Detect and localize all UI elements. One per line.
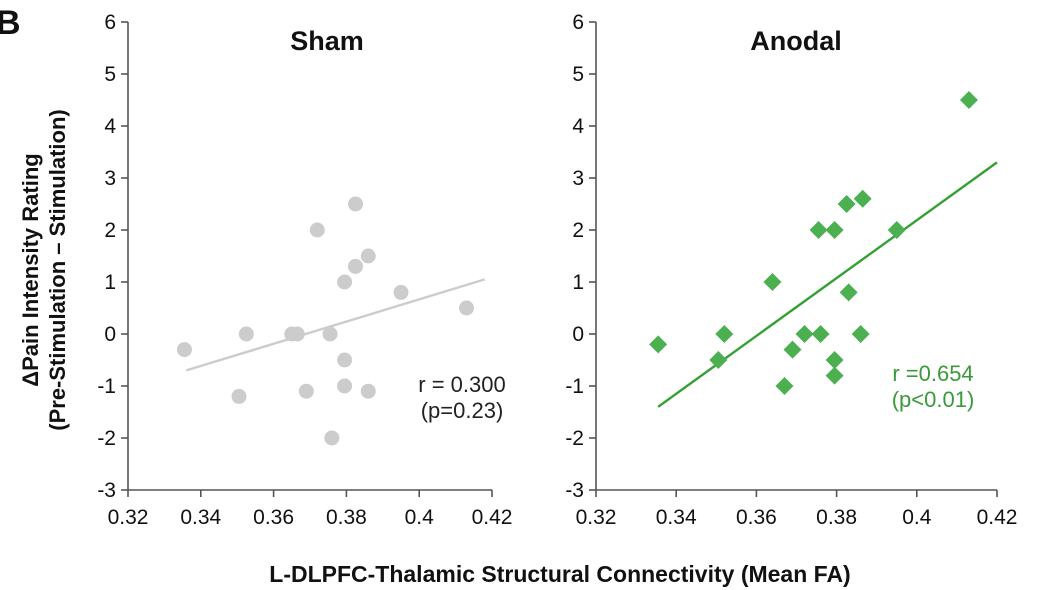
anodal-trend-line [657,161,998,408]
sham-y-tick-label: 2 [104,219,116,242]
sham-data-point [298,383,314,399]
sham-data-point [393,284,409,300]
sham-y-tick-label: 3 [104,167,116,190]
anodal-x-tick-label: 0.38 [816,506,857,529]
sham-x-tick-label: 0.36 [253,506,294,529]
anodal-y-tick-label: -2 [565,427,584,450]
panel-letter: B [0,4,21,42]
sham-y-tick-label: -2 [97,427,116,450]
anodal-y-tick-label: 0 [572,323,584,346]
sham-stat-r: r = 0.300 [418,372,505,397]
sham-data-point [348,258,363,274]
anodal-data-point [809,221,828,239]
sham-panel: -3 -2 -1 0 1 2 3 4 5 6 0.32 0.34 0.36 0.38 0.4 0.42 Sham… [97,11,512,529]
sham-x-tick-label: 0.4 [405,506,435,529]
sham-y-tick-label: -1 [97,375,116,398]
sham-data-point [459,300,475,316]
sham-data-point [360,383,376,399]
anodal-data-point [783,340,802,359]
sham-data-point [348,196,363,212]
sham-x-tick-label: 0.32 [108,506,149,529]
anodal-data-point [715,325,734,343]
sham-data-point [289,326,305,342]
anodal-stat-r: r =0.654 [892,361,973,386]
sham-y-tick-label: 6 [104,11,116,34]
sham-data-point [309,222,325,238]
sham-y-tick-label: 5 [104,63,116,86]
sham-data-point [231,388,247,404]
anodal-y-tick-label: 1 [572,271,584,294]
anodal-data-point [795,325,814,343]
anodal-y-tick-label: 5 [572,63,584,86]
sham-y-tick-label: 4 [104,115,116,138]
anodal-y-tick-label: 6 [572,11,584,34]
sham-y-tick-label: -3 [97,479,116,502]
anodal-y-tick-label: -1 [565,375,584,398]
anodal-x-tick-label: 0.32 [576,506,617,529]
anodal-y-tick-label: 2 [572,219,584,242]
anodal-data-point [811,325,830,343]
sham-stat-p: (p=0.23) [421,398,504,423]
anodal-x-tick-label: 0.36 [736,506,777,529]
sham-trend-line [185,278,486,372]
anodal-data-point [775,377,794,395]
anodal-data-point [649,335,668,354]
anodal-y-tick-label: 4 [572,115,584,138]
sham-y-tick-label: 0 [104,323,116,346]
anodal-y-tick-label: -3 [565,479,584,502]
anodal-y-tick-label: 3 [572,167,584,190]
y-axis-label: ΔPain Intensity Rating (Pre-Stimulation … [18,109,70,430]
sham-data-point [337,352,353,368]
sham-data-point [337,274,353,290]
sham-data-point [337,378,353,394]
anodal-panel: -3 -2 -1 0 1 2 3 4 5 6 0.32 0.34 0.36 0.38 0.4 0.42 Anod… [565,11,1017,529]
anodal-data-point [853,189,872,208]
anodal-data-point [887,221,906,239]
anodal-data-point [763,273,782,291]
sham-data-point [238,326,254,342]
sham-title: Sham [290,26,364,56]
anodal-data-point [839,283,858,302]
sham-data-point [324,430,340,446]
anodal-data-point [837,195,856,213]
anodal-data-point [825,366,844,385]
sham-data-point [176,342,192,358]
y-axis-label-line1: ΔPain Intensity Rating [18,153,43,386]
sham-data-point [360,248,376,264]
anodal-stat-p: (p<0.01) [892,387,975,412]
anodal-title: Anodal [750,26,842,56]
sham-data-point [322,326,338,342]
sham-x-tick-label: 0.42 [472,506,513,529]
anodal-data-point [825,221,844,239]
anodal-x-tick-label: 0.4 [902,506,932,529]
anodal-data-point [851,325,870,343]
x-axis-label: L-DLPFC-Thalamic Structural Connectivity… [269,561,850,587]
anodal-x-tick-label: 0.34 [656,506,697,529]
sham-y-tick-label: 1 [104,271,116,294]
y-axis-label-line2: (Pre-Stimulation – Stimulation) [45,109,70,430]
anodal-data-point [709,351,728,369]
sham-x-tick-label: 0.34 [180,506,221,529]
anodal-data-point [959,91,978,109]
anodal-x-tick-label: 0.42 [977,506,1018,529]
anodal-data-point [825,351,844,369]
sham-x-tick-label: 0.38 [326,506,367,529]
